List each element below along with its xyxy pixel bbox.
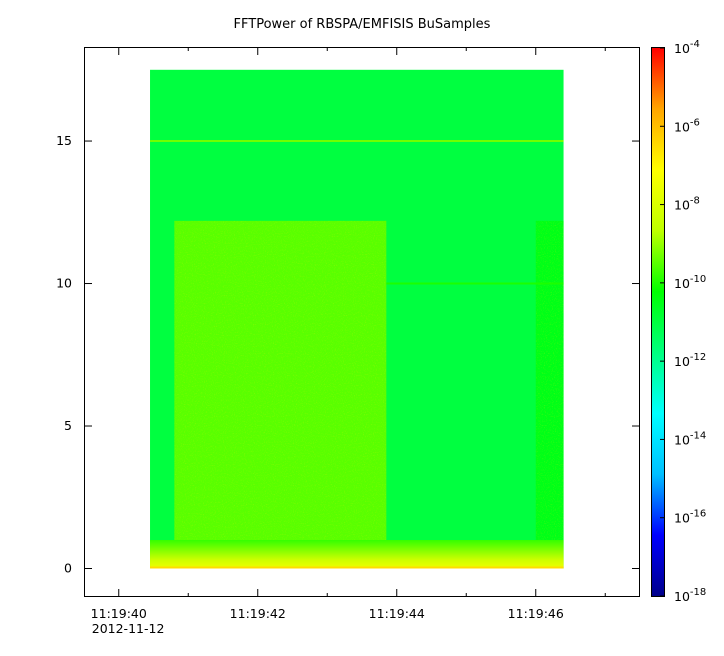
x-tick-label: 11:19:46 [508,606,564,621]
spectrogram-region-low-frequency [150,540,564,569]
colorbar-frame [651,47,665,597]
colorbar-tick-label: 10-18 [674,587,706,604]
colorbar-tick-label: 10-6 [674,117,700,134]
colorbar-tick-label: 10-10 [674,274,706,291]
chart-title: FFTPower of RBSPA/EMFISIS BuSamples [233,17,491,32]
colorbar-layer: 10-4 10-6 10-8 10-10 10-12 10-14 10-16 10-18 [652,39,706,604]
x-tick-label: 11:19:40 [91,606,147,621]
y-tick-label: 10 [56,276,72,291]
axes-layer: 11:19:40 11:19:42 11:19:44 11:19:46 2012-11-… [56,47,640,636]
y-tick-label: 5 [64,418,72,433]
y-tick-label: 0 [64,561,72,576]
colorbar-gradient [652,48,664,596]
spectrogram-layer [150,69,564,569]
spectrogram-texture-burst [174,220,387,569]
x-date-label: 2012-11-12 [92,621,165,636]
spectrogram-texture-late-burst [535,220,564,569]
colorbar-tick-label: 10-4 [674,39,700,56]
colorbar-tick-label: 10-14 [674,430,706,447]
x-tick-label: 11:19:42 [230,606,286,621]
colorbar-tick-label: 10-12 [674,352,706,369]
y-tick-label: 15 [56,133,72,148]
x-tick-label: 11:19:44 [369,606,425,621]
colorbar-tick-label: 10-8 [674,196,700,213]
colorbar-tick-label: 10-16 [674,509,706,526]
spectrogram-zero-row [150,566,564,569]
